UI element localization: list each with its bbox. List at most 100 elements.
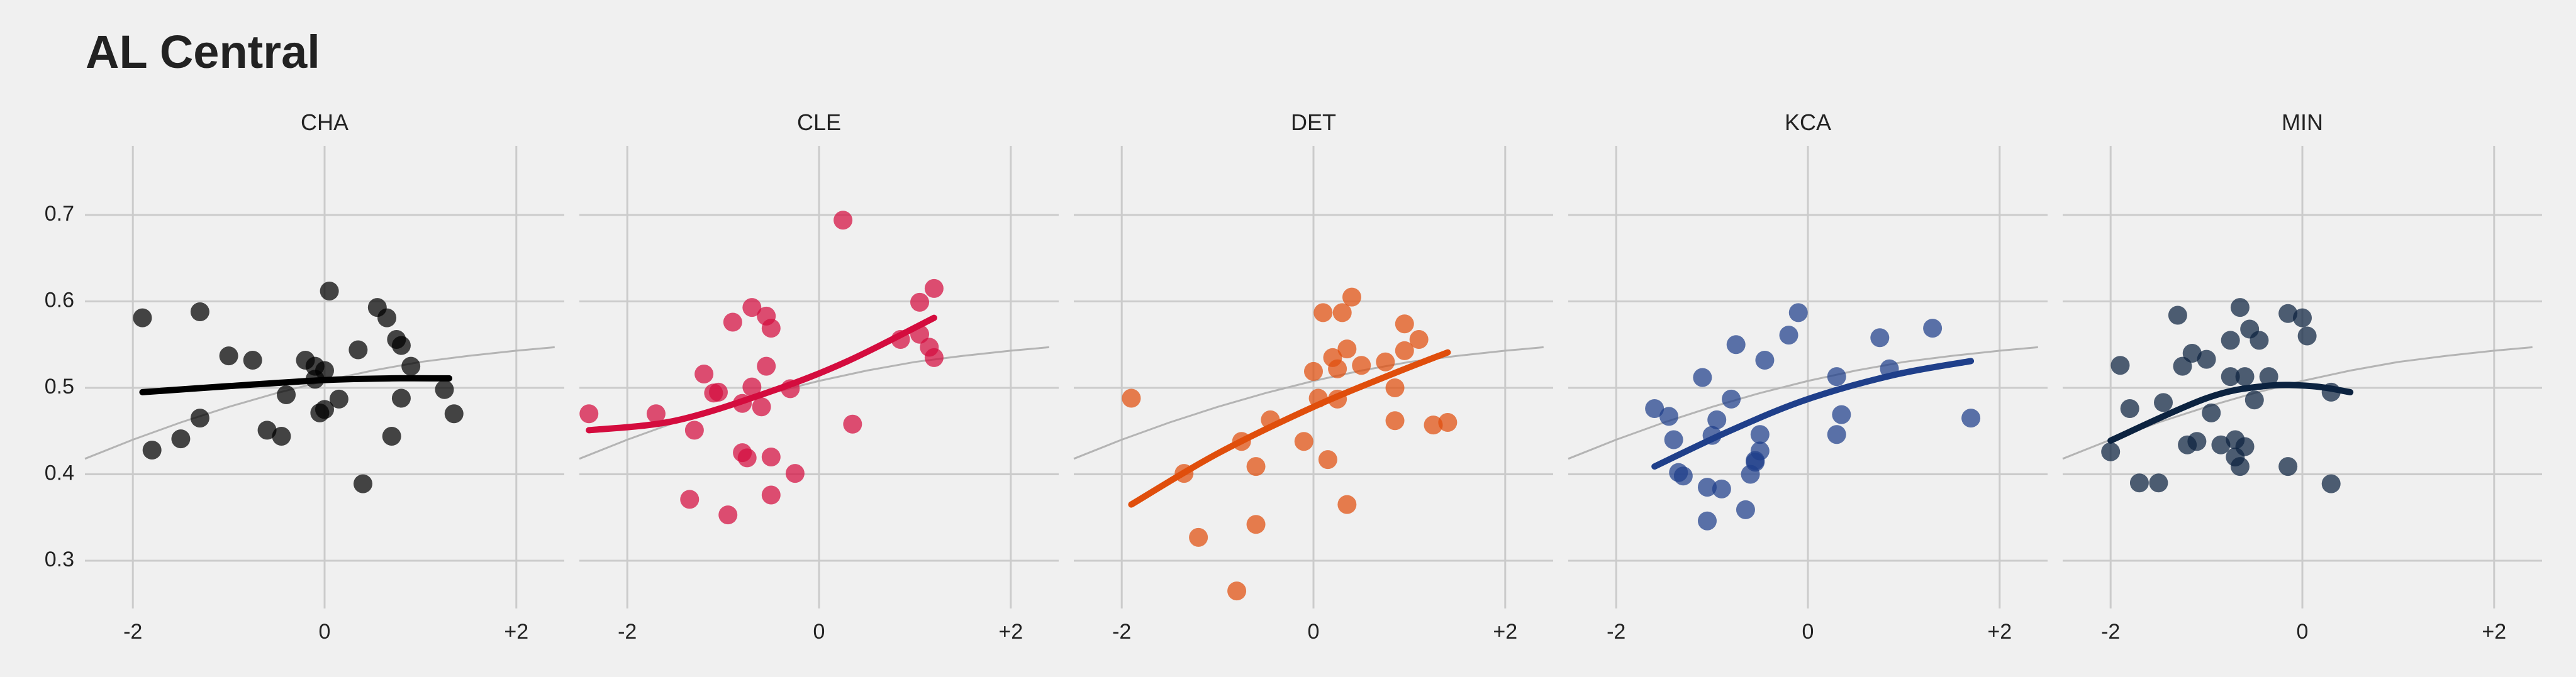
data-point xyxy=(391,336,411,355)
data-point xyxy=(391,388,411,408)
data-point xyxy=(1722,389,1741,409)
data-point xyxy=(142,441,162,460)
data-point xyxy=(2202,403,2221,422)
data-point xyxy=(1659,407,1679,426)
reference-curve xyxy=(1568,346,2038,460)
data-point xyxy=(1409,330,1429,349)
data-point xyxy=(1788,303,1808,322)
data-point xyxy=(1712,479,1731,498)
data-point xyxy=(1385,411,1405,431)
x-tick-label: -2 xyxy=(1607,620,1625,644)
team-trend-curve xyxy=(2107,382,2354,444)
data-point xyxy=(2235,437,2255,456)
x-tick-label: +2 xyxy=(1987,620,2012,644)
data-point xyxy=(2244,390,2264,410)
data-point xyxy=(133,308,152,327)
x-tick-label: -2 xyxy=(123,620,142,644)
data-point xyxy=(243,351,262,370)
data-point xyxy=(646,404,666,424)
x-tick-label: +2 xyxy=(998,620,1023,644)
data-point xyxy=(2321,474,2341,493)
panel-strip-label: MIN xyxy=(2282,109,2323,135)
data-point xyxy=(1227,581,1247,601)
data-point xyxy=(1827,367,1846,387)
data-point xyxy=(315,361,334,380)
data-point xyxy=(190,302,209,321)
x-tick-label: 0 xyxy=(1308,620,1320,644)
data-point xyxy=(1395,341,1414,360)
data-point xyxy=(1726,335,1746,355)
data-point xyxy=(2221,331,2240,350)
data-point xyxy=(277,385,296,404)
data-point xyxy=(1189,527,1208,547)
data-point xyxy=(910,292,930,312)
data-point xyxy=(1736,500,1755,519)
data-point xyxy=(401,356,421,376)
data-point xyxy=(2230,457,2250,476)
data-point xyxy=(272,427,291,446)
data-point xyxy=(694,365,714,383)
data-point xyxy=(2297,326,2317,346)
data-point xyxy=(1424,416,1443,435)
data-point xyxy=(315,400,334,419)
data-point xyxy=(348,340,368,360)
data-point xyxy=(2182,344,2202,363)
data-point xyxy=(2168,305,2187,325)
data-point xyxy=(2221,367,2240,387)
data-point xyxy=(1697,478,1717,497)
data-point xyxy=(1294,432,1313,451)
data-point xyxy=(1438,413,1458,432)
data-point xyxy=(2250,331,2269,350)
data-point xyxy=(579,404,599,424)
data-point xyxy=(684,421,704,440)
data-point xyxy=(1376,352,1395,372)
data-point xyxy=(785,464,805,483)
data-point xyxy=(2101,442,2121,461)
data-point xyxy=(1122,388,1141,408)
data-point xyxy=(924,348,944,367)
data-point xyxy=(2235,367,2255,387)
team-trend-curve xyxy=(1651,358,1975,470)
data-point xyxy=(1385,378,1405,397)
data-point xyxy=(1328,359,1347,378)
data-point xyxy=(757,356,776,376)
data-point xyxy=(1645,399,1664,418)
data-point xyxy=(723,312,742,332)
data-point xyxy=(1832,405,1851,424)
data-point xyxy=(1755,351,1775,370)
data-point xyxy=(737,448,757,468)
data-point xyxy=(190,409,209,428)
data-point xyxy=(219,346,238,366)
data-point xyxy=(377,308,397,327)
x-tick-label: -2 xyxy=(2101,620,2120,644)
chart-title: AL Central xyxy=(86,26,320,78)
data-point xyxy=(382,427,401,446)
panel-cle: -2 0 +2 CLE xyxy=(579,109,1059,644)
data-point xyxy=(353,474,372,493)
data-point xyxy=(924,278,944,298)
panel-det: -2 0 +2 DET xyxy=(1073,109,1553,644)
x-tick-label: -2 xyxy=(618,620,637,644)
x-tick-label: +2 xyxy=(504,620,528,644)
data-point xyxy=(1693,368,1712,387)
data-point xyxy=(1707,410,1727,429)
data-point xyxy=(2120,399,2139,418)
data-point xyxy=(761,319,781,338)
data-point xyxy=(742,377,762,397)
data-point xyxy=(1750,441,1770,461)
data-point xyxy=(1673,466,1693,486)
data-point xyxy=(834,211,853,230)
team-trend-curve xyxy=(1128,349,1451,508)
panel-min: -2 0 +2 MIN xyxy=(2062,109,2542,644)
data-point xyxy=(1961,409,1981,428)
data-point xyxy=(752,397,771,417)
data-point xyxy=(1395,314,1414,334)
x-tick-label: 0 xyxy=(2297,620,2309,644)
data-point xyxy=(1923,319,1943,338)
data-point xyxy=(2278,457,2298,476)
data-point xyxy=(1352,356,1371,375)
x-tick-label: +2 xyxy=(1493,620,1517,644)
x-tick-label: 0 xyxy=(1802,620,1814,644)
